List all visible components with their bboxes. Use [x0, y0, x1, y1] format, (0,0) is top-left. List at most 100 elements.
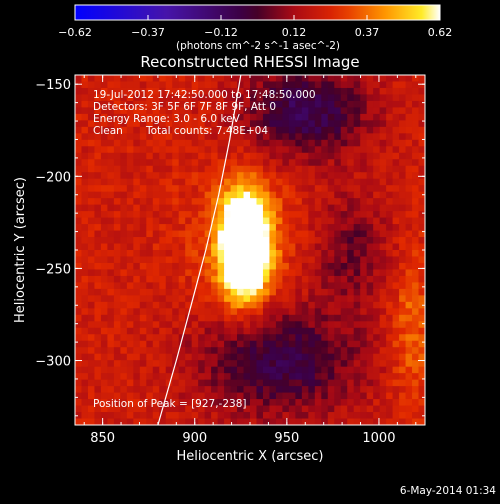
heatmap-cell [120, 126, 128, 134]
heatmap-cell [399, 412, 407, 420]
heatmap-cell [418, 353, 425, 361]
heatmap-cell [360, 172, 368, 180]
heatmap-cell [178, 120, 186, 128]
heatmap-cell [165, 405, 173, 413]
heatmap-cell [198, 275, 206, 284]
heatmap-cell [172, 308, 180, 316]
heatmap-cell [211, 353, 219, 361]
heatmap-cell [275, 198, 284, 206]
colorbar-tick-label: −0.62 [58, 26, 92, 39]
heatmap-cell [353, 314, 361, 322]
heatmap-cell [301, 379, 309, 387]
heatmap-cell [191, 295, 199, 303]
heatmap-cell [185, 327, 193, 335]
heatmap-cell [211, 198, 219, 206]
heatmap-cell [94, 295, 102, 303]
heatmap-cell [126, 133, 134, 141]
heatmap-cell [275, 386, 284, 394]
heatmap-cell [165, 399, 173, 407]
heatmap-cell [282, 133, 290, 141]
heatmap-cell [224, 275, 232, 284]
heatmap-cell [308, 288, 316, 296]
heatmap-cell [211, 113, 219, 121]
heatmap-cell [405, 159, 413, 167]
heatmap-cell [301, 275, 309, 284]
heatmap-cell [379, 282, 387, 290]
heatmap-cell [243, 250, 251, 258]
heatmap-cell [418, 256, 425, 264]
heatmap-cell [100, 237, 109, 245]
heatmap-cell [366, 204, 374, 212]
heatmap-cell [152, 152, 160, 160]
heatmap-cell [314, 230, 322, 238]
heatmap-cell [100, 113, 109, 121]
heatmap-cell [399, 353, 407, 361]
heatmap-cell [334, 392, 342, 400]
heatmap-cell [107, 269, 115, 277]
heatmap-cell [178, 327, 186, 335]
heatmap-cell [120, 386, 128, 394]
heatmap-cell [191, 81, 199, 89]
heatmap-cell [250, 295, 258, 303]
heatmap-cell [399, 126, 407, 134]
heatmap-cell [133, 373, 141, 381]
heatmap-cell [262, 243, 271, 251]
heatmap-cell [87, 262, 96, 271]
heatmap-cell [75, 262, 83, 271]
heatmap-cell [139, 159, 147, 167]
heatmap-cell [243, 327, 251, 335]
heatmap-cell [165, 256, 173, 264]
heatmap-cell [107, 353, 115, 361]
heatmap-cell [379, 360, 387, 368]
heatmap-cell [237, 211, 245, 219]
heatmap-cell [185, 360, 193, 368]
heatmap-cell [146, 133, 154, 141]
heatmap-cell [87, 185, 96, 193]
heatmap-cell [126, 139, 134, 147]
heatmap-cell [165, 334, 173, 342]
heatmap-cell [288, 165, 296, 173]
heatmap-cell [379, 288, 387, 296]
heatmap-cell [340, 412, 348, 420]
heatmap-cell [146, 321, 154, 329]
heatmap-cell [321, 100, 329, 109]
heatmap-cell [301, 237, 309, 245]
heatmap-cell [224, 204, 232, 212]
heatmap-cell [347, 75, 355, 83]
heatmap-cell [412, 353, 420, 361]
heatmap-cell [412, 120, 420, 128]
heatmap-cell [113, 360, 121, 368]
heatmap-cell [146, 288, 154, 296]
heatmap-cell [243, 191, 251, 199]
heatmap-cell [178, 386, 186, 394]
heatmap-cell [94, 340, 102, 348]
heatmap-cell [87, 314, 96, 322]
heatmap-cell [334, 386, 342, 394]
heatmap-cell [152, 165, 160, 173]
heatmap-cell [81, 418, 89, 425]
heatmap-cell [392, 282, 400, 290]
heatmap-cell [100, 314, 109, 322]
heatmap-cell [120, 347, 128, 355]
heatmap-cell [159, 340, 167, 348]
heatmap-cell [133, 295, 141, 303]
heatmap-cell [165, 314, 173, 322]
heatmap-cell [100, 288, 109, 296]
heatmap-cell [379, 204, 387, 212]
heatmap-cell [133, 198, 141, 206]
heatmap-cell [159, 399, 167, 407]
heatmap-cell [250, 360, 258, 368]
heatmap-cell [366, 139, 374, 147]
heatmap-cell [81, 269, 89, 277]
heatmap-cell [159, 87, 167, 96]
heatmap-cell [237, 126, 245, 134]
heatmap-cell [262, 126, 271, 134]
heatmap-cell [399, 379, 407, 387]
heatmap-cell [217, 243, 225, 251]
heatmap-cell [113, 418, 121, 425]
heatmap-cell [269, 133, 277, 141]
heatmap-cell [75, 282, 83, 290]
heatmap-cell [256, 243, 264, 251]
heatmap-cell [230, 133, 238, 141]
